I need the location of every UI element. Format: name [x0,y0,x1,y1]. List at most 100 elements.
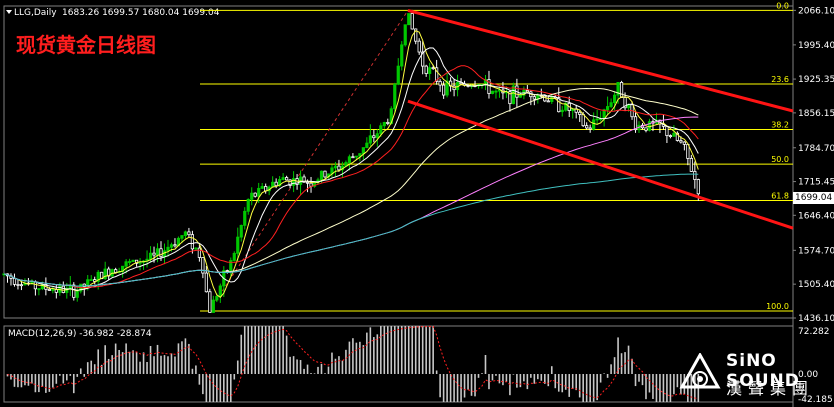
candle-body [445,80,449,96]
candle-body [633,116,638,131]
price-tick-label: 1715.45 [798,178,834,188]
candle-body [183,231,188,236]
header-ohlc: 1683.26 1699.57 1680.04 1699.04 [62,8,220,18]
candle-body [487,79,491,94]
candle-body [557,97,561,113]
candle-body [134,259,139,264]
candle-body [490,90,495,94]
candle-body [124,261,128,267]
candle-body [358,153,362,157]
candle-body [672,132,676,137]
candle-body [696,179,700,195]
candle-body [592,119,596,130]
candle-body [675,132,679,141]
candle-body [442,84,446,96]
candle-body [435,67,439,82]
candle-body [278,179,282,187]
candle-body [257,187,261,197]
candle-body [508,91,512,105]
candle-body [305,181,310,184]
candle-body [438,80,442,86]
candle-body [152,252,156,256]
candle-body [616,82,620,96]
candle-body [187,231,191,236]
candle-body [689,157,693,172]
price-tick-label: 1646.40 [798,211,834,221]
candle-body [319,170,324,181]
candle-body [494,90,498,93]
candle-body [291,178,296,186]
candle-body [89,279,93,281]
candle-body [93,279,97,282]
candle-body [333,165,338,169]
candle-body [54,289,58,293]
candle-body [155,248,160,256]
macd-tick-label: -42.185 [798,395,833,405]
candle-body [421,51,425,67]
candle-body [644,127,648,131]
macd-tick-label: 72.282 [798,327,830,337]
candle-body [103,268,107,280]
candle-body [612,94,617,104]
logo-line-2: 漢聲集團 [726,379,815,398]
candle-body [211,299,215,313]
candle-body [37,288,41,291]
brand-logo: SiNO SOUND 漢聲集團 [678,349,828,401]
candle-body [197,247,201,258]
candle-body [403,24,407,46]
candle-body [682,141,686,145]
macd-signal-line [7,325,699,400]
candle-body [581,114,585,127]
candle-body [281,177,285,180]
candle-body [368,135,372,144]
candle-body [588,127,592,130]
candle-body [302,176,306,183]
candle-body [253,192,257,197]
candle-body [585,125,589,129]
candle-body [274,181,278,187]
candle-body [169,244,174,248]
candle-body [218,285,222,297]
ma5-line [3,30,699,298]
candle-body [75,290,79,298]
candle-body [351,156,355,159]
candle-body [578,111,582,115]
channel-upper-line [407,8,794,113]
candle-body [693,171,697,180]
candle-body [532,96,536,100]
candle-body [619,82,624,98]
candle-body [609,102,613,107]
candle-body [16,283,20,286]
channel-lower-line [407,99,794,230]
price-tick-label: 1574.70 [798,246,834,256]
candle-body [236,236,240,254]
fib-level-label: 61.8 [771,192,789,201]
candle-body [424,65,428,74]
candle-body [61,285,65,293]
candle-body [47,288,51,291]
ma10-line [3,47,699,291]
candle-body [246,198,250,212]
candle-body [407,13,411,26]
price-tick-label: 1856.15 [798,109,834,119]
candle-body [386,122,390,124]
fib-level-label: 23.6 [771,75,789,84]
candle-body [239,224,243,238]
candle-body [250,192,254,200]
candle-body [288,179,292,186]
fib-level-label: 0.0 [776,1,789,10]
header-symbol: LLG,Daily [14,8,57,18]
candle-body [208,291,212,313]
candle-body [201,257,205,274]
candle-body [194,247,198,250]
candle-body [72,284,76,298]
chart-title: 现货黄金日线图 [16,33,156,57]
candle-body [365,142,369,148]
candle-body [96,271,100,282]
price-tick-label: 1436.10 [798,314,834,324]
candle-body [131,259,135,262]
candle-body [379,125,383,135]
candle-body [546,100,550,103]
